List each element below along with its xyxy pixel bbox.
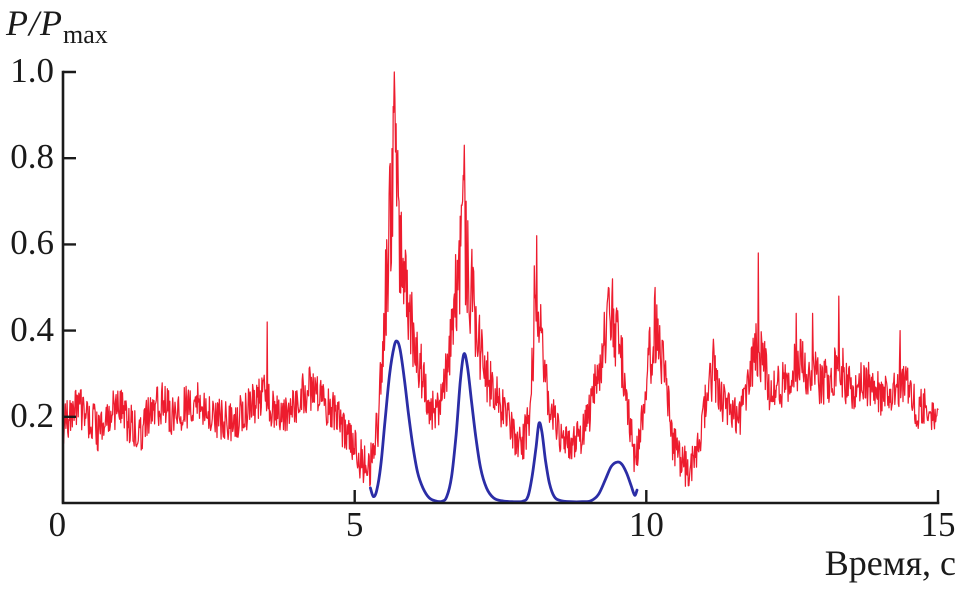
smoothed-signal-line (369, 339, 639, 504)
tick-marks (61, 70, 940, 503)
x-tick-label: 5 (345, 505, 364, 544)
y-axis-label-main: P/P (6, 3, 63, 43)
x-axis-label: Время, с (824, 543, 956, 583)
x-tick-label: 15 (920, 505, 956, 544)
y-tick-label: 1.0 (10, 51, 54, 91)
axis-frame (61, 70, 940, 505)
y-axis-label-subscript: max (62, 20, 108, 50)
y-axis-label: P/Pmax (6, 2, 108, 50)
raw-signal-line (62, 71, 939, 487)
y-tick-label: 0.6 (10, 223, 54, 263)
x-tick-label: 10 (628, 505, 664, 544)
x-tick-label: 0 (48, 505, 67, 544)
y-tick-label: 0.4 (10, 309, 54, 349)
y-tick-label: 0.2 (10, 395, 54, 435)
y-tick-label: 0.8 (10, 137, 54, 177)
